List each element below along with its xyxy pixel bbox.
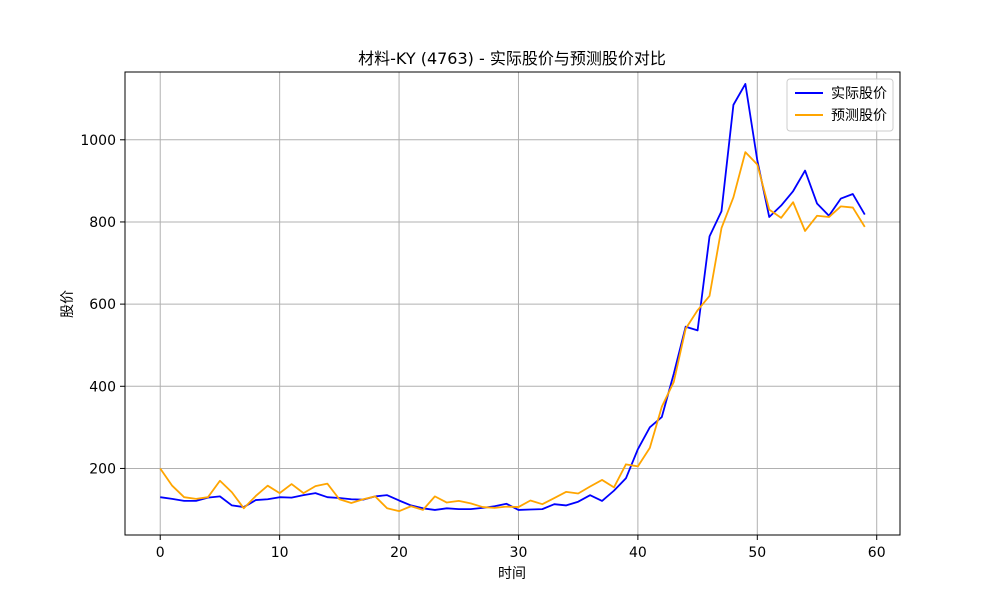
x-tick-label: 40	[629, 545, 647, 561]
y-axis-title: 股价	[60, 290, 76, 318]
x-tick-label: 0	[156, 545, 165, 561]
x-tick-label: 20	[390, 545, 408, 561]
x-tick-label: 30	[510, 545, 528, 561]
legend-label: 实际股价	[831, 86, 887, 102]
y-tick-label: 600	[89, 297, 116, 313]
chart-title: 材料-KY (4763) - 实际股价与预测股价对比	[358, 49, 666, 68]
series-line-0	[160, 83, 866, 511]
series-lines	[159, 83, 866, 513]
y-tick-label: 1000	[80, 133, 116, 149]
plot-frame	[124, 71, 901, 536]
grid-lines	[125, 72, 900, 535]
y-tick-label: 400	[89, 379, 116, 395]
x-tick-label: 50	[748, 545, 766, 561]
series-line-1	[159, 151, 866, 513]
axis-ticks: 0 10 20 30 40 50 60 200 400 600 800 1000	[80, 133, 885, 561]
legend-label: 预测股价	[831, 108, 887, 124]
x-axis-title: 时间	[498, 566, 526, 582]
x-tick-label: 60	[868, 545, 886, 561]
y-tick-label: 800	[89, 215, 116, 231]
x-tick-label: 10	[271, 545, 289, 561]
y-tick-label: 200	[89, 461, 116, 477]
